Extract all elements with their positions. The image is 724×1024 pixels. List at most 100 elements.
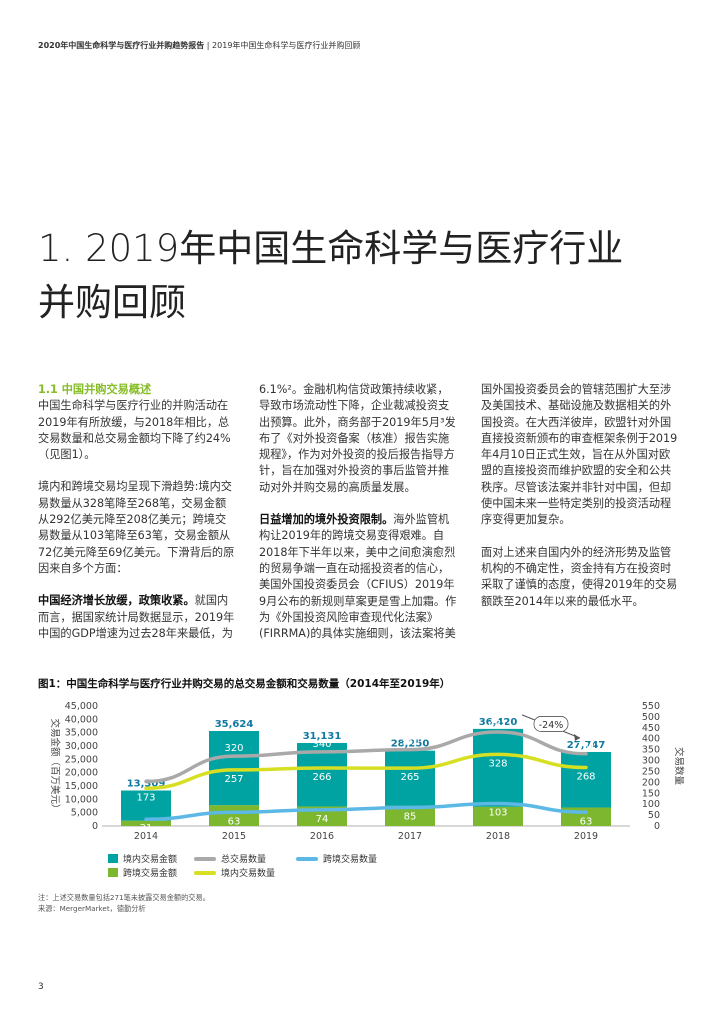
y-right-tick-label: 100: [642, 799, 660, 810]
legend-item-total-count: 总交易数量: [194, 852, 266, 865]
x-tick-label: 2019: [574, 831, 598, 842]
text-column-3: 国外国投资委员会的管辖范围扩大至涉及美国技术、基础设施及数据相关的外国投资。在大…: [481, 382, 679, 626]
legend-line-lime: [194, 870, 216, 875]
paragraph-body: 就国内而言，据国家统计局数据显示，2019年中国的GDP增速为过去28年来最低，…: [38, 594, 235, 640]
bar-total-label: 31,131: [303, 731, 342, 742]
y-right-tick-label: 550: [642, 701, 660, 712]
bar-crossborder-amount: [121, 820, 171, 826]
legend-item-crossborder-amount: 跨境交易金额: [108, 866, 177, 879]
paragraph-body: 海外监管机构让2019年的跨境交易变得艰难。自2018年下半年以来，美中之间愈演…: [259, 513, 457, 641]
y-left-tick-label: 35,000: [65, 728, 98, 739]
line-data-label: 320: [224, 743, 243, 754]
line-data-label: 173: [136, 792, 155, 803]
legend-line-gray: [194, 856, 216, 861]
series-line: [144, 801, 588, 821]
line-data-label: 431: [488, 719, 507, 730]
bar-crossborder-amount: [209, 805, 259, 826]
text-column-1: 1.1 中国并购交易概述 中国生命科学与医疗行业的并购活动在2019年有所放缓，…: [38, 382, 236, 658]
bar-domestic-amount: [473, 728, 523, 807]
y-left-tick-label: 40,000: [65, 714, 98, 725]
annotation-badge: [533, 716, 569, 732]
annotation-arrowhead: [574, 734, 580, 742]
paragraph: 中国经济增长放缓，政策收紧。就国内而言，据国家统计局数据显示，2019年中国的G…: [38, 593, 236, 642]
bar-total-label: 28,250: [391, 739, 430, 750]
paragraph-lead: 日益增加的境外投资限制。: [259, 513, 394, 527]
y-left-tick-label: 25,000: [65, 754, 98, 765]
figure-notes: 注：上述交易数量包括271笔未披露交易金额的交易。 来源：MergerMarke…: [38, 892, 210, 914]
x-tick-label: 2018: [486, 831, 510, 842]
paragraph: 国外国投资委员会的管辖范围扩大至涉及美国技术、基础设施及数据相关的外国投资。在大…: [481, 383, 678, 527]
header-report-title: 2020年中国生命科学与医疗行业并购趋势报告: [38, 41, 205, 50]
bar-domestic-amount: [561, 752, 611, 808]
annotation-text: -24%: [539, 720, 564, 731]
y-right-axis-title: 交易数量: [673, 747, 685, 786]
x-tick-label: 2016: [310, 831, 334, 842]
y-left-tick-label: 10,000: [65, 794, 98, 805]
y-right-tick-label: 0: [654, 821, 660, 832]
bar-crossborder-amount: [473, 806, 523, 826]
y-right-tick-label: 450: [642, 723, 660, 734]
y-right-tick-label: 500: [642, 712, 660, 723]
series-line: [144, 752, 588, 791]
y-left-tick-label: 20,000: [65, 768, 98, 779]
line-data-label: 85: [404, 811, 417, 822]
figure-title: 图1：中国生命科学与医疗行业并购交易的总交易金额和交易数量（2014年至2019…: [38, 678, 451, 690]
bar-total-label: 13,309: [127, 779, 166, 790]
legend-item-domestic-count: 境内交易数量: [194, 866, 275, 879]
paragraph: 中国生命科学与医疗行业的并购活动在2019年有所放缓，与2018年相比，总交易数…: [38, 399, 231, 462]
line-data-label: 266: [312, 772, 331, 783]
line-data-label: 257: [224, 774, 243, 785]
legend-item-crossborder-count: 跨境交易数量: [296, 852, 377, 865]
bar-total-label: 36,420: [479, 717, 518, 728]
line-data-label: 328: [488, 758, 507, 769]
line-data-label: 331: [576, 741, 595, 752]
line-data-label: 265: [400, 772, 419, 783]
y-right-tick-label: 300: [642, 756, 660, 767]
header-section-title: 2019年中国生命科学与医疗行业并购回顾: [212, 41, 361, 50]
y-left-tick-label: 45,000: [65, 701, 98, 712]
legend-label: 境内交易金额: [123, 855, 178, 865]
page-title-line1: 1. 2019年中国生命科学与医疗行业: [38, 227, 624, 270]
legend-label: 总交易数量: [221, 855, 267, 865]
x-tick-label: 2015: [222, 831, 246, 842]
line-data-label: 63: [580, 816, 593, 827]
y-right-tick-label: 350: [642, 745, 660, 756]
bar-total-label: 35,624: [215, 719, 254, 730]
line-data-label: 204: [136, 768, 155, 779]
page-title-line2: 并购回顾: [38, 281, 186, 324]
bar-crossborder-amount: [385, 805, 435, 826]
header-separator: |: [204, 41, 213, 50]
legend-label: 跨境交易数量: [323, 855, 378, 865]
paragraph: 面对上述来自国内外的经济形势及监管机构的不确定性，资金持有方在投资时采取了谨慎的…: [481, 545, 678, 608]
section-subheading: 1.1 中国并购交易概述: [38, 383, 152, 396]
y-left-tick-label: 5,000: [71, 808, 98, 819]
source-text: 来源：MergerMarket，德勤分析: [38, 904, 146, 913]
line-data-label: 350: [400, 737, 419, 748]
paragraph-lead: 中国经济增长放缓，政策收紧。: [38, 594, 195, 608]
series-line: [144, 730, 588, 784]
y-right-tick-label: 150: [642, 788, 660, 799]
note-text: 注：上述交易数量包括271笔未披露交易金额的交易。: [38, 893, 210, 902]
y-left-axis-title: 交易金额（百万美元）: [49, 718, 61, 813]
x-tick-label: 2014: [134, 831, 158, 842]
legend-item-domestic-amount: 境内交易金额: [108, 852, 177, 865]
y-left-tick-label: 15,000: [65, 781, 98, 792]
y-right-tick-label: 250: [642, 766, 660, 777]
y-right-tick-label: 50: [648, 810, 660, 821]
y-left-tick-label: 30,000: [65, 741, 98, 752]
y-left-tick-label: 0: [92, 821, 98, 832]
legend-line-blue: [296, 856, 318, 861]
paragraph: 境内和跨境交易均呈现下滑趋势:境内交易数量从328笔降至268笔，交易金额从29…: [38, 480, 235, 575]
paragraph: 日益增加的境外投资限制。海外监管机构让2019年的跨境交易变得艰难。自2018年…: [259, 512, 457, 642]
x-tick-label: 2017: [398, 831, 422, 842]
combo-chart: 0 5,000 10,000 15,000 20,000 25,000 30,000 35,0…: [49, 701, 685, 842]
y-right-tick-label: 200: [642, 777, 660, 788]
bar-domestic-amount: [121, 790, 171, 821]
line-data-label: 63: [228, 816, 241, 827]
line-data-label: 31: [140, 823, 153, 834]
bar-domestic-amount: [385, 750, 435, 806]
line-data-label: 103: [488, 808, 507, 819]
paragraph: 6.1%²。金融机构信贷政策持续收紧，导致市场流动性下降，企业裁减投资支出预算。…: [259, 383, 456, 494]
bar-total-label: 27,747: [567, 740, 606, 751]
legend-swatch-teal: [108, 854, 118, 863]
